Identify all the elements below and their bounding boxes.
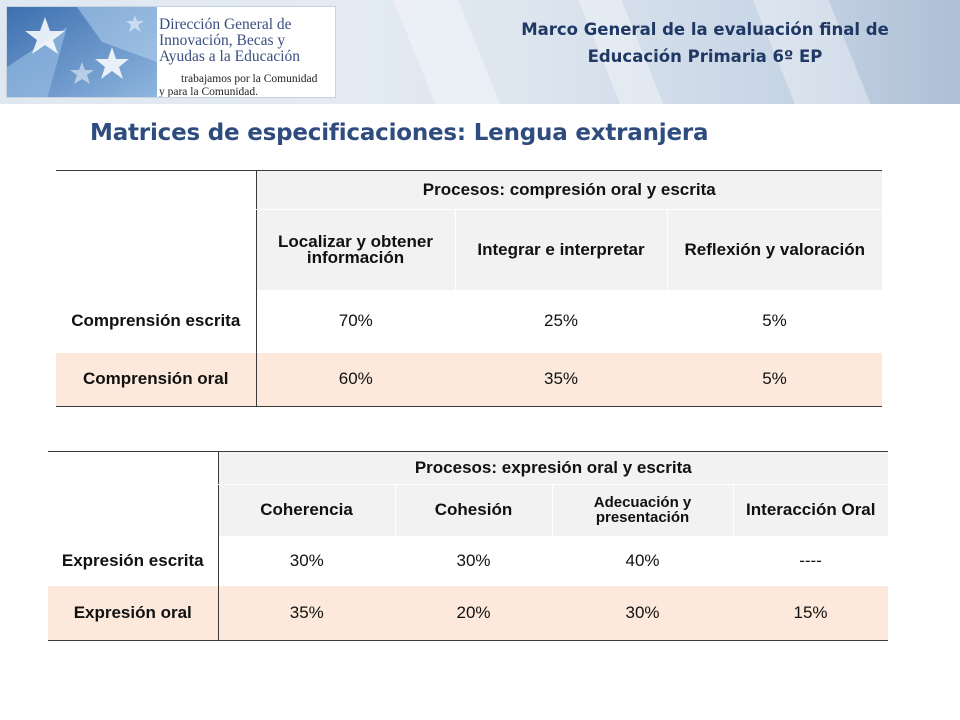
logo-line: Innovación, Becas y bbox=[159, 32, 286, 49]
document-title-line: Educación Primaria 6º EP bbox=[587, 47, 823, 66]
logo-tagline: y para la Comunidad. bbox=[159, 85, 259, 98]
row-label: Expresión oral bbox=[48, 585, 218, 641]
column-header: Integrar e interpretar bbox=[454, 209, 667, 290]
value-cell: 35% bbox=[455, 352, 667, 407]
value-cell: 40% bbox=[552, 535, 733, 586]
value-cell: 20% bbox=[395, 585, 552, 641]
value-cell: 35% bbox=[217, 585, 395, 641]
column-header: Coherencia bbox=[217, 484, 395, 536]
row-label: Comprensión oral bbox=[56, 352, 256, 407]
value-cell: 70% bbox=[255, 289, 455, 353]
expression-matrix-table: Procesos: expresión oral y escrita Coher… bbox=[48, 451, 889, 641]
table-row: Comprensión oral 60% 35% 5% bbox=[56, 352, 882, 407]
process-group-header: Procesos: compresión oral y escrita bbox=[255, 170, 882, 210]
column-header: Interacción Oral bbox=[732, 484, 889, 536]
table-row: Expresión oral 35% 20% 30% 15% bbox=[48, 585, 889, 641]
table-row: Expresión escrita 30% 30% 40% ---- bbox=[48, 535, 889, 586]
table-corner-cell bbox=[56, 170, 256, 290]
document-title: Marco General de la evaluación final de … bbox=[470, 16, 940, 70]
document-title-line: Marco General de la evaluación final de bbox=[521, 20, 889, 39]
value-cell: 30% bbox=[395, 535, 552, 586]
logo-line: Dirección General de bbox=[159, 16, 292, 33]
table-corner-cell bbox=[48, 451, 218, 536]
header-band: Dirección General de Innovación, Becas y… bbox=[0, 0, 960, 104]
slide-title: Matrices de especificaciones: Lengua ext… bbox=[90, 120, 709, 146]
column-header: Cohesión bbox=[394, 484, 552, 536]
value-cell: 25% bbox=[455, 289, 667, 353]
value-cell: 30% bbox=[217, 535, 395, 586]
value-cell: ---- bbox=[733, 535, 889, 586]
value-cell: 60% bbox=[255, 352, 455, 407]
column-header: Adecuación y presentación bbox=[551, 484, 733, 536]
community-stars-logo-icon bbox=[7, 7, 157, 97]
value-cell: 5% bbox=[667, 352, 882, 407]
column-header: Localizar y obtener información bbox=[255, 209, 455, 290]
value-cell: 15% bbox=[733, 585, 889, 641]
process-group-header: Procesos: expresión oral y escrita bbox=[217, 451, 889, 485]
logo: Dirección General de Innovación, Becas y… bbox=[6, 6, 336, 98]
row-label: Expresión escrita bbox=[48, 535, 218, 586]
column-header: Reflexión y valoración bbox=[666, 209, 882, 290]
value-cell: 5% bbox=[667, 289, 882, 353]
logo-text: Dirección General de Innovación, Becas y… bbox=[159, 17, 334, 98]
logo-tagline: trabajamos por la Comunidad bbox=[181, 73, 318, 85]
table-row: Comprensión escrita 70% 25% 5% bbox=[56, 289, 882, 353]
value-cell: 30% bbox=[552, 585, 733, 641]
logo-line: Ayudas a la Educación bbox=[159, 48, 301, 65]
comprehension-matrix-table: Procesos: compresión oral y escrita Loca… bbox=[56, 170, 882, 407]
row-label: Comprensión escrita bbox=[56, 289, 256, 353]
